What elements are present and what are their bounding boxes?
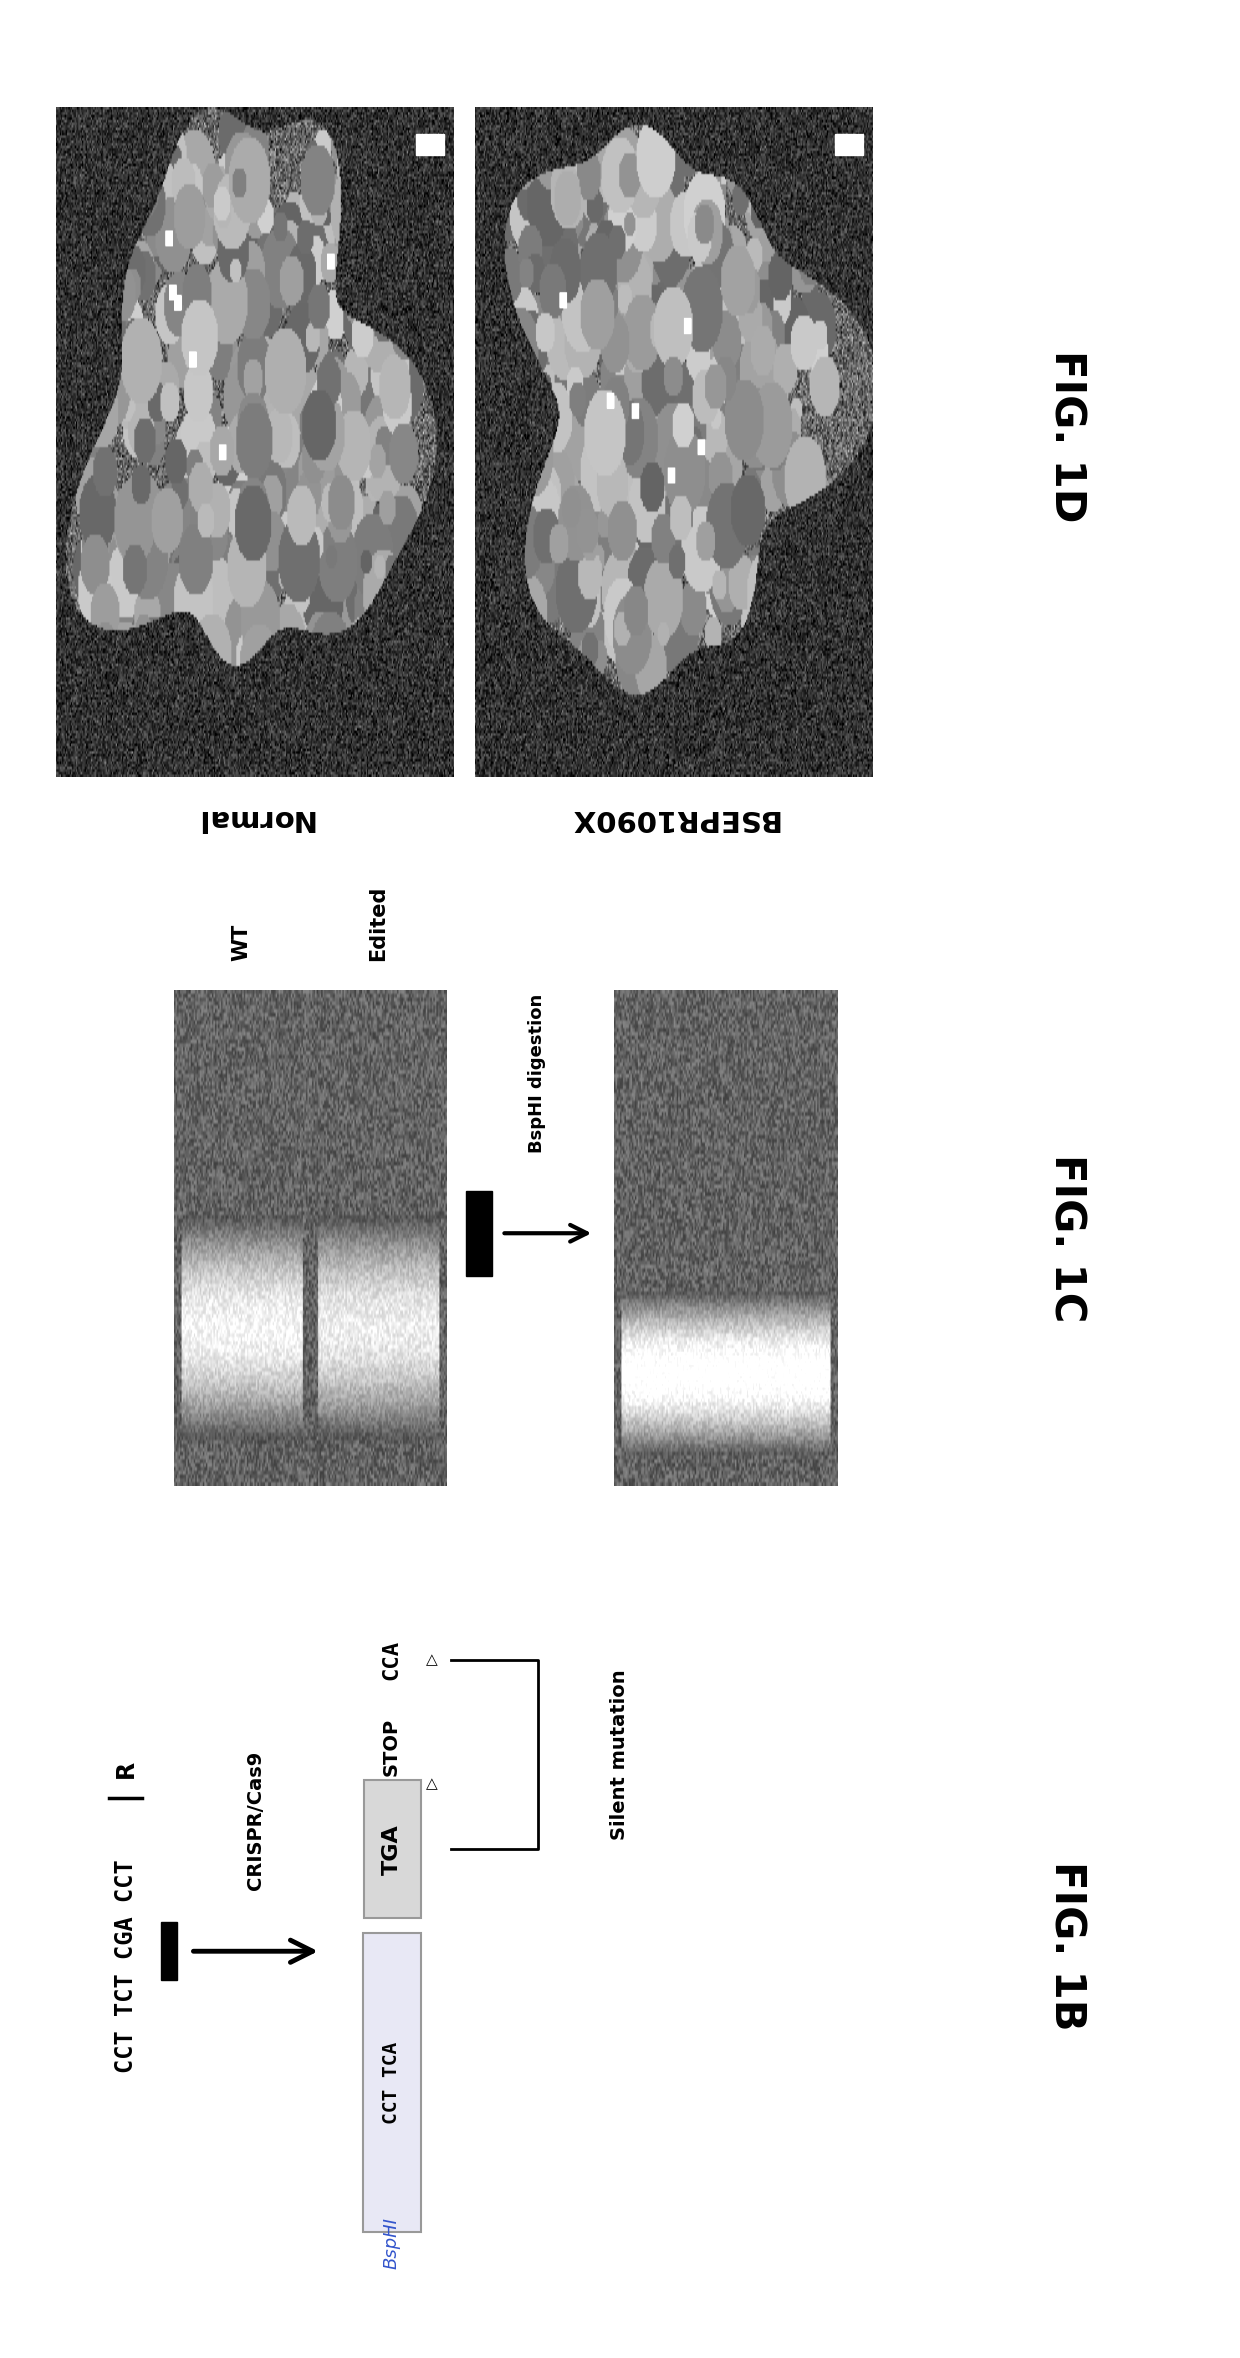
FancyBboxPatch shape (362, 1934, 420, 2231)
Bar (836, 134, 863, 156)
Text: STOP: STOP (382, 1719, 401, 1776)
Bar (466, 1191, 491, 1276)
Text: CCT TCT CGA CCT: CCT TCT CGA CCT (114, 1858, 138, 2073)
Text: TGA: TGA (382, 1823, 402, 1875)
Text: Normal: Normal (195, 804, 314, 832)
FancyBboxPatch shape (365, 1780, 422, 1919)
Bar (161, 1922, 177, 1981)
Text: FIG. 1B: FIG. 1B (1045, 1860, 1087, 2030)
Bar (417, 134, 444, 156)
Text: WT: WT (232, 924, 252, 960)
Text: BSEPR1090X: BSEPR1090X (568, 804, 779, 832)
Text: CCT TCA: CCT TCA (382, 2042, 401, 2125)
Text: Silent mutation: Silent mutation (610, 1669, 629, 1839)
Text: FIG. 1D: FIG. 1D (1045, 349, 1087, 523)
Text: Edited: Edited (368, 884, 388, 960)
Text: CRISPR/Cas9: CRISPR/Cas9 (247, 1750, 265, 1889)
Text: BspHI: BspHI (382, 2217, 401, 2268)
Text: CCA: CCA (382, 1639, 402, 1679)
Text: △: △ (427, 1653, 438, 1667)
Text: R: R (114, 1759, 138, 1778)
Text: △: △ (427, 1776, 438, 1792)
Text: BspHI digestion: BspHI digestion (528, 993, 547, 1153)
Text: FIG. 1C: FIG. 1C (1045, 1153, 1087, 1323)
